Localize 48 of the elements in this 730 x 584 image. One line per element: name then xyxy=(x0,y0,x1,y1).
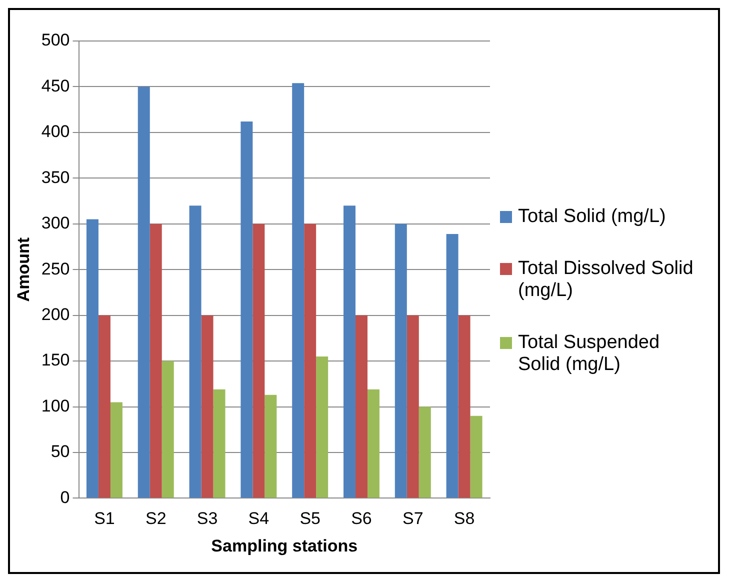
bar xyxy=(264,394,277,498)
bar xyxy=(406,315,419,498)
y-tick-label: 50 xyxy=(50,442,70,462)
bar xyxy=(316,356,328,498)
bar xyxy=(98,315,110,498)
x-tick-label: S1 xyxy=(94,509,115,528)
bar xyxy=(304,224,316,498)
bar xyxy=(446,234,458,498)
bar xyxy=(86,219,98,498)
y-axis-title: Amount xyxy=(14,237,33,302)
bar xyxy=(201,315,214,498)
x-tick-label: S3 xyxy=(196,509,218,528)
y-tick-label: 250 xyxy=(41,259,70,278)
bar xyxy=(394,224,407,498)
y-tick-label: 150 xyxy=(41,350,70,370)
x-tick-label: S8 xyxy=(454,509,475,528)
legend-label: Total Solid (mg/L) xyxy=(518,206,666,228)
x-tick-label: S2 xyxy=(145,509,166,528)
bar xyxy=(240,121,253,498)
bar xyxy=(110,402,122,498)
bar xyxy=(252,224,265,498)
bar xyxy=(367,389,380,498)
y-tick-label: 500 xyxy=(41,30,70,50)
x-tick-label: S5 xyxy=(300,509,320,528)
y-tick-label: 200 xyxy=(41,305,70,324)
bar xyxy=(213,389,226,498)
bar xyxy=(162,361,174,498)
bar xyxy=(355,315,368,498)
y-tick-label: 400 xyxy=(41,122,70,142)
x-axis-title: Sampling stations xyxy=(211,536,358,556)
bar xyxy=(458,315,470,498)
x-tick-label: S6 xyxy=(351,509,372,528)
bar xyxy=(418,406,431,498)
y-tick-label: 450 xyxy=(41,76,70,96)
x-tick-label: S4 xyxy=(248,509,270,528)
legend-label: Total Dissolved Solid (mg/L) xyxy=(518,258,694,302)
bar xyxy=(343,206,356,498)
x-tick-label: S7 xyxy=(402,509,424,528)
bar xyxy=(150,224,162,498)
bar xyxy=(292,83,304,498)
bar xyxy=(470,416,482,498)
bar xyxy=(189,206,202,498)
y-tick-label: 100 xyxy=(41,396,70,416)
y-tick-label: 350 xyxy=(41,168,70,187)
y-tick-label: 300 xyxy=(41,214,70,233)
legend-label: Total Suspended Solid (mg/L) xyxy=(518,332,661,376)
bar xyxy=(138,86,150,498)
y-tick-label: 0 xyxy=(60,488,70,507)
